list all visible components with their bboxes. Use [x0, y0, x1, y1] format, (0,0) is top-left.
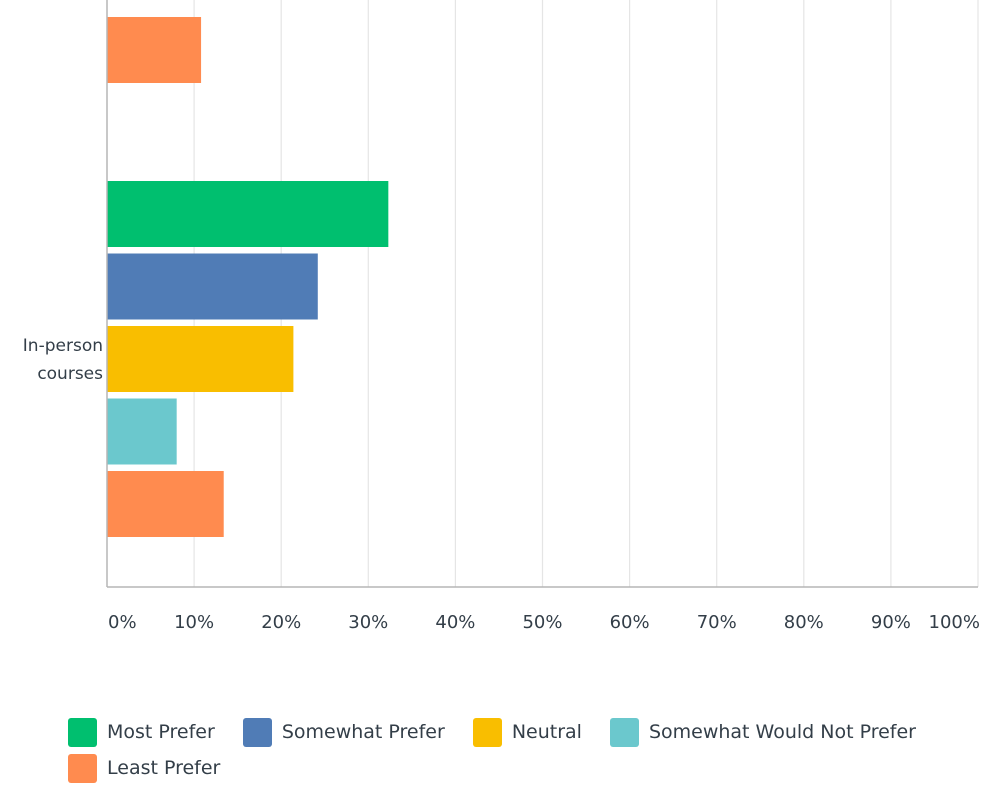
bars: [107, 17, 389, 537]
x-tick-label: 0%: [108, 612, 137, 633]
x-tick-label: 90%: [871, 612, 911, 633]
legend: Most Prefer Somewhat Prefer Neutral Somewha…: [68, 717, 978, 783]
legend-label: Neutral: [511, 721, 582, 743]
bar-least-prefer: [107, 471, 224, 537]
legend-label: Somewhat Would Not Prefer: [648, 721, 916, 743]
category-label: In-person: [23, 336, 103, 356]
legend-item: Least Prefer: [68, 753, 221, 783]
legend-swatch: [242, 717, 272, 747]
legend-item: Somewhat Would Not Prefer: [609, 717, 916, 747]
bar-most-prefer: [107, 181, 389, 247]
legend-label: Somewhat Prefer: [281, 721, 445, 743]
x-tick-label: 20%: [261, 612, 301, 633]
bar-somewhat-prefer: [107, 253, 318, 320]
category-label: courses: [37, 364, 103, 384]
legend-item: Most Prefer: [68, 717, 215, 747]
legend-swatch: [609, 717, 639, 747]
x-tick-label: 40%: [435, 612, 475, 633]
x-tick-label: 80%: [784, 612, 824, 633]
x-tick-label: 50%: [522, 612, 562, 633]
gridlines: [193, 0, 979, 587]
legend-swatch: [472, 717, 502, 747]
x-tick-label: 30%: [348, 612, 388, 633]
bar-somewhat-would-not-prefer: [107, 398, 177, 465]
legend-swatch: [68, 753, 97, 783]
x-tick-label: 100%: [929, 612, 980, 633]
x-tick-label: 70%: [697, 612, 737, 633]
category-labels: In-person courses: [23, 336, 103, 384]
x-tick-label: 60%: [610, 612, 650, 633]
legend-item: Neutral: [472, 717, 582, 747]
x-tick-labels: 0% 10% 20% 30% 40% 50% 60% 70% 80% 90% 100%: [108, 612, 980, 633]
legend-item: Somewhat Prefer: [242, 717, 445, 747]
axes: [106, 0, 978, 588]
legend-label: Most Prefer: [107, 721, 215, 743]
bar-least-prefer: [107, 17, 202, 83]
legend-label: Least Prefer: [107, 757, 221, 779]
bar-neutral: [107, 326, 294, 392]
x-tick-label: 10%: [174, 612, 214, 633]
legend-swatch: [68, 717, 97, 747]
